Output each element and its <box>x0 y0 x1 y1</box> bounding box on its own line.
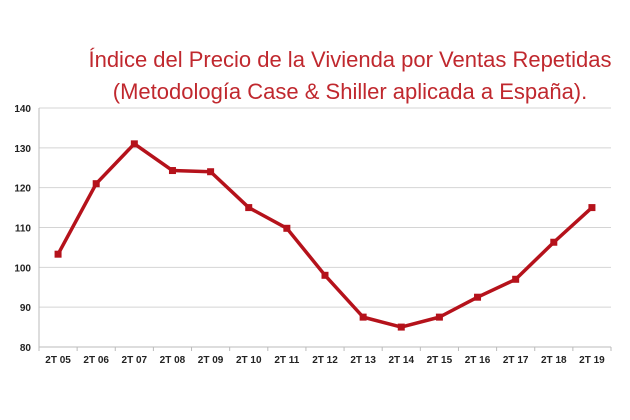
data-point <box>588 204 596 212</box>
x-tick-label: 2T 15 <box>427 355 453 366</box>
x-tick-label: 2T 12 <box>312 355 338 366</box>
series-line <box>56 142 594 329</box>
data-point <box>245 204 253 212</box>
y-tick-label: 110 <box>15 224 32 235</box>
data-point <box>92 180 100 188</box>
data-point <box>359 313 367 321</box>
y-tick-label: 100 <box>14 263 31 274</box>
data-point <box>550 238 558 246</box>
x-tick-label: 2T 08 <box>160 355 186 366</box>
data-point <box>207 168 215 176</box>
y-tick-label: 130 <box>14 144 31 155</box>
data-point <box>435 313 443 321</box>
x-tick-label: 2T 19 <box>579 355 605 366</box>
data-point <box>397 323 405 331</box>
x-tick-label: 2T 10 <box>236 355 262 366</box>
y-tick-label: 80 <box>20 343 32 354</box>
x-tick-label: 2T 14 <box>388 355 414 366</box>
data-point <box>512 275 520 283</box>
data-point <box>130 140 138 148</box>
data-point <box>54 250 62 258</box>
x-tick-label: 2T 17 <box>503 355 529 366</box>
data-point <box>321 271 329 279</box>
x-tick-label: 2T 13 <box>350 355 376 366</box>
y-tick-label: 120 <box>14 184 31 195</box>
y-tick-label: 140 <box>14 104 31 115</box>
x-tick-label: 2T 07 <box>122 355 148 366</box>
y-tick-label: 90 <box>20 303 32 314</box>
x-tick-label: 2T 18 <box>541 355 567 366</box>
data-point <box>168 167 176 175</box>
chart-title: Índice del Precio de la Vivienda por Ven… <box>88 47 612 72</box>
chart-subtitle: (Metodología Case & Shiller aplicada a E… <box>112 79 588 104</box>
x-tick-label: 2T 16 <box>465 355 491 366</box>
data-point <box>283 224 291 232</box>
x-tick-label: 2T 06 <box>83 355 109 366</box>
x-tick-label: 2T 05 <box>45 355 71 366</box>
x-tick-label: 2T 09 <box>198 355 224 366</box>
data-point <box>474 293 482 301</box>
x-tick-label: 2T 11 <box>274 355 299 366</box>
